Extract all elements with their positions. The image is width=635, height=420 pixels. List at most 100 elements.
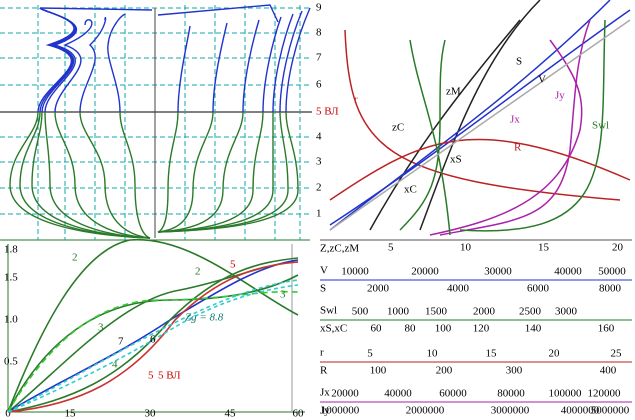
y-tick-label: 0.5 xyxy=(4,356,18,368)
scale-tick-label: 8000 xyxy=(599,283,622,295)
scale-tick-label: 2000 xyxy=(367,283,390,295)
scale-tick-label: 300 xyxy=(506,365,523,377)
deck-line xyxy=(157,4,279,23)
scale-tick-label: 100000 xyxy=(549,388,583,400)
station-curve xyxy=(279,10,303,113)
scale-tick-label: 60 xyxy=(371,323,383,335)
scale-tick-label: 60000 xyxy=(439,388,467,400)
station-curve xyxy=(79,17,107,113)
curve-label: xS xyxy=(450,154,462,166)
curve-label: Jx xyxy=(510,114,520,126)
scale-tick-label: 80 xyxy=(405,323,417,335)
scale-tick-label: 5 xyxy=(367,348,373,360)
station-curve xyxy=(157,111,299,233)
waterline-label: 5 ВЛ xyxy=(158,370,181,382)
scale-tick-label: 1500 xyxy=(425,306,448,318)
hydrostatic-curve xyxy=(409,39,451,236)
waterline-label: 8 xyxy=(316,27,322,39)
stability-curve xyxy=(7,261,299,413)
scale-label: V xyxy=(320,265,328,277)
y-tick-label: 1.8 xyxy=(4,244,18,256)
x-tick-label: 45 xyxy=(225,408,237,420)
hydrostatic-curve xyxy=(369,19,521,231)
scale-tick-label: 20 xyxy=(549,348,561,360)
scale-tick-label: 40000 xyxy=(384,388,412,400)
hydrostatic-curve xyxy=(439,19,591,236)
x-tick-label: 5 xyxy=(388,242,394,254)
station-curve xyxy=(177,25,191,113)
scale-tick-label: 4000000 xyxy=(561,405,600,417)
scale-tick-label: 140 xyxy=(525,323,542,335)
scale-tick-label: 400 xyxy=(600,365,617,377)
scale-tick-label: 6000 xyxy=(527,283,550,295)
x-tick-label: 15 xyxy=(538,242,550,254)
station-curve xyxy=(157,111,264,233)
waterline-label: 2 xyxy=(316,182,322,194)
scale-label: S xyxy=(320,283,326,295)
waterline-label: 4 xyxy=(316,131,322,143)
station-curve xyxy=(262,16,282,113)
waterline-label: 5 ВЛ xyxy=(316,106,339,118)
x-tick-label: 0 xyxy=(5,408,11,420)
scale-tick-label: 30000 xyxy=(484,266,512,278)
curve-label: 6 xyxy=(150,334,156,346)
x-tick-label: 20 xyxy=(612,242,624,254)
scale-tick-label: 1000 xyxy=(387,306,410,318)
curve-label: zC xyxy=(392,122,404,134)
station-curve xyxy=(157,111,214,233)
hydrostatic-curve xyxy=(399,39,446,231)
hydrostatic-curve xyxy=(429,39,583,236)
hydrostatic-curve xyxy=(329,9,631,226)
hydrostatic-curve xyxy=(344,29,621,201)
scale-tick-label: 2500 xyxy=(519,306,542,318)
curve-label: zM xyxy=(446,86,461,98)
scale-label: R xyxy=(320,365,328,377)
hydrostatic-curve xyxy=(329,0,611,231)
hydrostatic-curve xyxy=(329,19,631,231)
scale-tick-label: 20000 xyxy=(331,388,359,400)
station-curve xyxy=(37,7,75,113)
station-curve xyxy=(79,111,151,239)
station-curve xyxy=(272,13,294,113)
station-curve xyxy=(39,7,76,113)
scale-tick-label: 5000000 xyxy=(591,405,630,417)
scale-tick-label: 2000 xyxy=(473,306,496,318)
x-tick-label: 30 xyxy=(145,408,157,420)
stability-curve xyxy=(7,239,299,413)
station-curve xyxy=(54,111,151,239)
hydrostatic-curve xyxy=(459,19,606,232)
deck-line xyxy=(39,7,153,11)
x-tick-label: 15 xyxy=(65,408,77,420)
scale-tick-label: 120000 xyxy=(588,388,622,400)
station-curve xyxy=(107,13,126,113)
station-curve xyxy=(212,22,228,113)
scale-tick-label: 10 xyxy=(427,348,439,360)
x-tick-label: 60 xyxy=(293,408,305,420)
x-axis-label: Z,zC,zM xyxy=(320,243,359,255)
scale-tick-label: 3000 xyxy=(555,306,578,318)
waterline-label: 3 xyxy=(316,156,322,168)
station-curve xyxy=(119,111,151,239)
curve-label: Jy xyxy=(555,90,565,102)
hydrostatic-curve xyxy=(419,0,541,231)
waterline-label: 1 xyxy=(316,208,322,220)
station-curve xyxy=(9,111,151,239)
scale-tick-label: 500 xyxy=(352,306,369,318)
hydrostatic-curve xyxy=(329,138,631,201)
stability-curve xyxy=(7,290,299,413)
scale-tick-label: 2000000 xyxy=(406,405,445,417)
scale-tick-label: 10000 xyxy=(341,266,369,278)
scale-label: r xyxy=(320,347,324,359)
scale-tick-label: 50000 xyxy=(598,266,626,278)
scale-label: Swl xyxy=(320,305,337,317)
curve-label: R xyxy=(514,142,522,154)
scale-tick-label: 120 xyxy=(473,323,490,335)
y-tick-label: 1.5 xyxy=(4,272,18,284)
curve-label: 5 xyxy=(230,259,236,271)
station-curve xyxy=(44,111,151,239)
curve-label: 3 xyxy=(280,289,286,301)
y-tick-label: 1.0 xyxy=(4,314,18,326)
curve-label: 2 xyxy=(72,252,78,264)
station-curve xyxy=(285,7,311,113)
